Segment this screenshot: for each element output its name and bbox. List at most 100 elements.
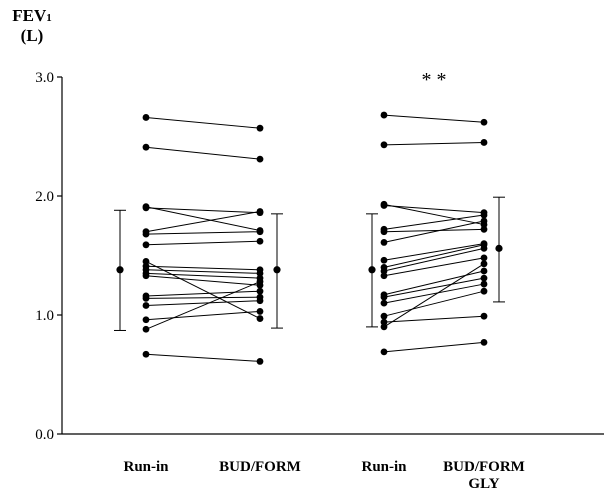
subject-line bbox=[383, 277, 485, 298]
data-point bbox=[256, 297, 264, 305]
subject-line bbox=[383, 270, 485, 296]
subject-line bbox=[145, 240, 261, 246]
subject-line bbox=[145, 265, 261, 271]
data-point bbox=[380, 318, 388, 326]
subject-line bbox=[145, 207, 261, 214]
subject-line bbox=[383, 247, 485, 272]
data-point bbox=[380, 239, 388, 246]
data-point bbox=[480, 217, 488, 225]
data-point bbox=[480, 280, 488, 288]
subject-line bbox=[145, 290, 261, 297]
y-tick-label: 3.0 bbox=[35, 70, 54, 86]
subject-line bbox=[383, 243, 485, 261]
data-point bbox=[380, 202, 388, 209]
data-point bbox=[380, 348, 388, 356]
data-point bbox=[142, 294, 150, 302]
data-point bbox=[480, 244, 488, 252]
subject-line bbox=[145, 310, 261, 321]
subject-line bbox=[383, 257, 485, 277]
data-point bbox=[480, 287, 488, 295]
x-category-label: Run-in bbox=[361, 459, 407, 475]
y-axis-label-line1: FEV1 bbox=[12, 6, 52, 25]
subject-line bbox=[145, 281, 261, 330]
mean-point bbox=[495, 244, 503, 252]
data-point bbox=[142, 325, 150, 333]
data-point bbox=[380, 228, 388, 236]
subject-line bbox=[383, 205, 485, 214]
data-point bbox=[480, 211, 488, 219]
data-point bbox=[142, 143, 150, 151]
data-point bbox=[142, 272, 150, 280]
data-point bbox=[380, 256, 388, 264]
data-point bbox=[142, 204, 150, 212]
data-point bbox=[480, 225, 488, 233]
data-point bbox=[256, 308, 264, 315]
data-point bbox=[142, 241, 150, 249]
data-point bbox=[142, 258, 150, 265]
subject-line bbox=[383, 228, 485, 233]
data-point bbox=[142, 350, 150, 358]
data-point bbox=[480, 118, 488, 126]
y-tick-label: 0.0 bbox=[35, 427, 54, 443]
data-point bbox=[142, 230, 150, 238]
y-axis-label-subscript: 1 bbox=[46, 12, 52, 24]
subject-line bbox=[145, 146, 261, 160]
subject-line bbox=[145, 210, 261, 233]
subject-line bbox=[145, 261, 261, 320]
data-point bbox=[256, 315, 264, 322]
data-point bbox=[142, 302, 150, 309]
x-category-label: BUD/FORM bbox=[219, 459, 301, 475]
data-point bbox=[380, 323, 388, 331]
subject-line bbox=[145, 116, 261, 129]
subject-line bbox=[145, 206, 261, 231]
data-point bbox=[142, 114, 150, 121]
y-tick-label: 1.0 bbox=[35, 308, 54, 324]
subject-line bbox=[145, 272, 261, 279]
data-point bbox=[256, 228, 264, 236]
data-point bbox=[380, 293, 388, 301]
subject-line bbox=[383, 214, 485, 230]
data-point bbox=[256, 358, 264, 365]
data-point bbox=[256, 124, 264, 132]
data-point bbox=[256, 155, 264, 163]
y-axis-label-line2: (L) bbox=[20, 26, 44, 45]
subject-line bbox=[383, 141, 485, 146]
data-point bbox=[256, 269, 264, 277]
subject-line bbox=[383, 290, 485, 317]
data-point bbox=[480, 274, 488, 282]
data-point bbox=[480, 267, 488, 275]
data-point bbox=[380, 267, 388, 275]
x-category-label: Run-in bbox=[123, 459, 169, 475]
data-point bbox=[480, 338, 488, 346]
subject-line bbox=[145, 296, 261, 299]
data-point bbox=[480, 254, 488, 262]
subject-line bbox=[383, 341, 485, 353]
subject-line bbox=[383, 283, 485, 304]
mean-point bbox=[368, 266, 376, 274]
subject-line bbox=[383, 244, 485, 268]
data-point bbox=[256, 237, 264, 245]
data-point bbox=[380, 312, 388, 320]
significance-annotation: * * bbox=[422, 69, 447, 91]
y-tick-label: 2.0 bbox=[35, 189, 54, 205]
subject-line bbox=[383, 114, 485, 123]
subject-line bbox=[383, 203, 485, 226]
data-point bbox=[256, 208, 264, 215]
data-point bbox=[380, 141, 388, 149]
subject-line bbox=[145, 231, 261, 235]
data-point bbox=[380, 272, 388, 280]
data-point bbox=[256, 287, 264, 295]
data-point bbox=[256, 278, 264, 286]
x-category-label: GLY bbox=[468, 476, 499, 492]
data-point bbox=[480, 260, 488, 268]
subject-line bbox=[145, 353, 261, 362]
data-point bbox=[480, 139, 488, 146]
subject-line bbox=[145, 300, 261, 306]
subject-line bbox=[145, 269, 261, 274]
data-point bbox=[380, 111, 388, 119]
data-point bbox=[480, 312, 488, 320]
data-point bbox=[142, 316, 150, 324]
mean-point bbox=[273, 266, 281, 274]
mean-point bbox=[116, 266, 124, 274]
